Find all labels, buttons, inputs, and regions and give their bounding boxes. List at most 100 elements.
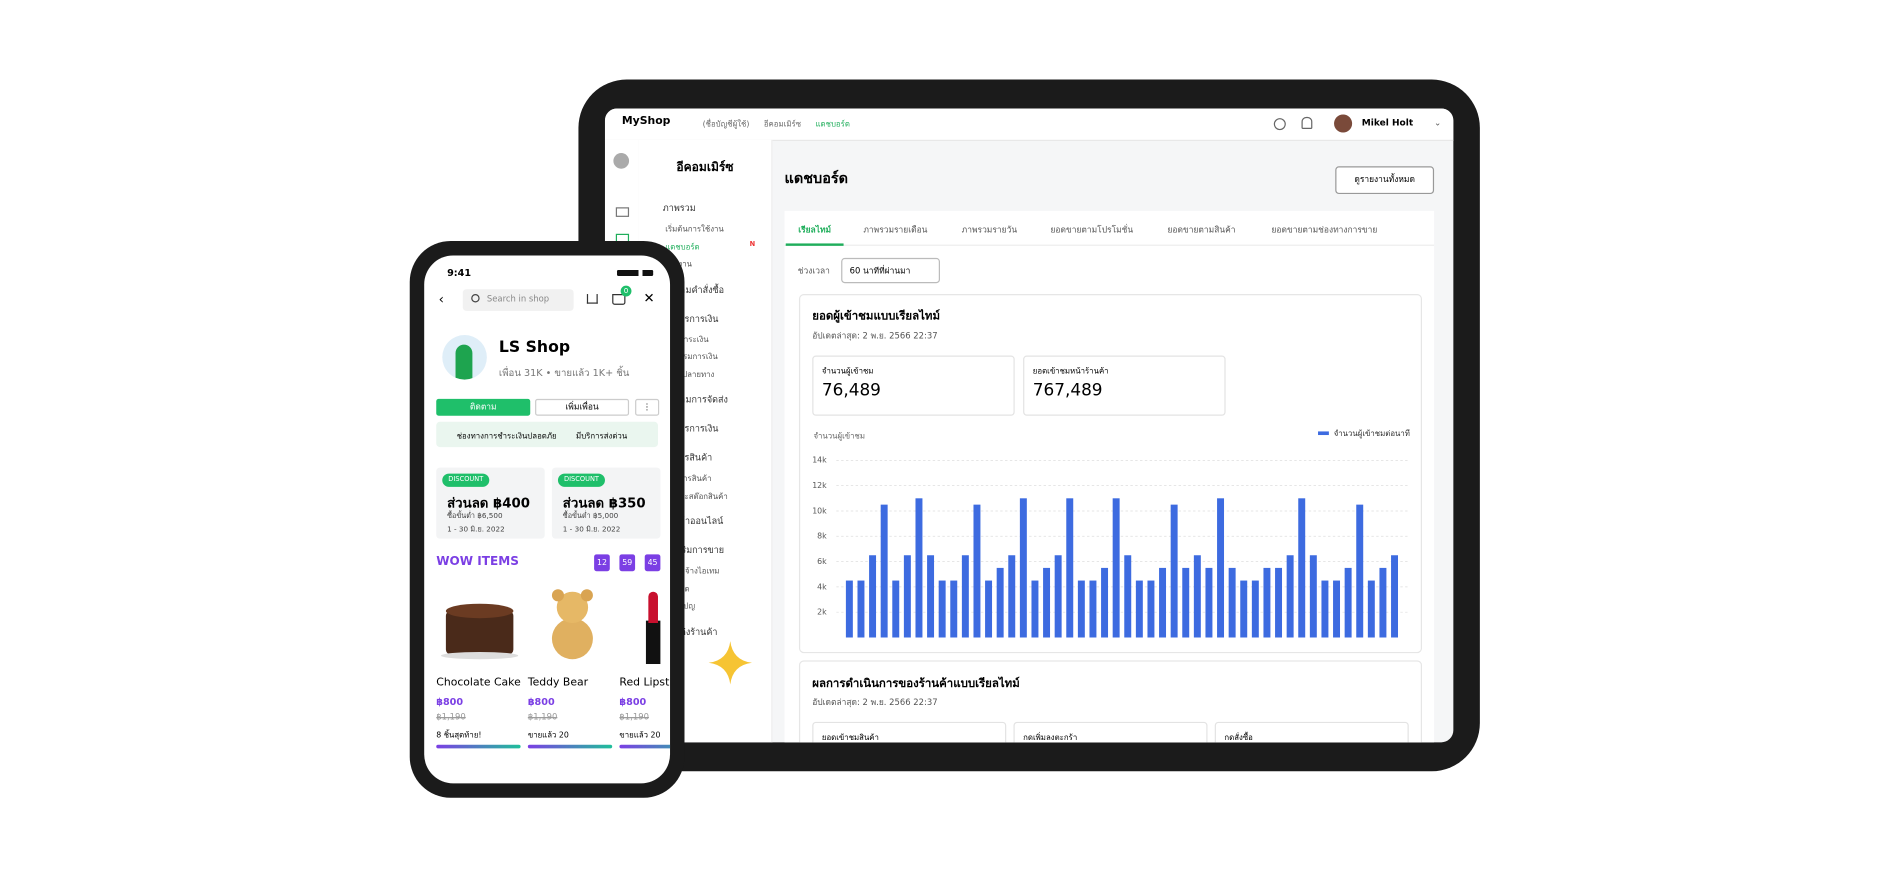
product-image[interactable]	[436, 584, 523, 666]
banner-text: มีบริการส่งด่วน	[576, 431, 628, 442]
sidebar-section[interactable]: จัดการสินค้า	[662, 451, 713, 463]
product-old-price: ฿1,190	[527, 712, 558, 722]
report-button[interactable]: ดูรายงานทั้งหมด	[1335, 166, 1435, 195]
sidebar-section[interactable]: ติดตามการจัดส่ง	[662, 394, 728, 405]
product-image[interactable]	[619, 584, 670, 666]
bar	[1240, 580, 1248, 638]
brand: MyShop	[621, 115, 671, 128]
coupon-title: ส่วนลด ฿350	[562, 495, 646, 511]
sidebar-section[interactable]: จัดการการเงิน	[662, 312, 719, 324]
sidebar-item[interactable]: สถานะสต๊อกสินค้า	[665, 491, 728, 501]
coupon-date: 1 - 30 มิ.ย. 2022	[562, 525, 621, 534]
close-button[interactable]: ✕	[643, 290, 655, 307]
bar	[950, 580, 958, 638]
bar	[1159, 567, 1167, 638]
tab[interactable]: ยอดขายตามโปรโมชั่น	[1050, 225, 1134, 235]
stat-box	[1013, 721, 1208, 743]
bar	[973, 504, 981, 638]
sidebar-section[interactable]: จัดการการเงิน	[662, 422, 719, 434]
bar	[927, 555, 935, 638]
sidebar-item[interactable]: รายการสินค้า	[665, 473, 712, 484]
sparkle	[708, 641, 752, 685]
bar	[1333, 580, 1341, 638]
period-label: ช่วงเวลา	[797, 266, 830, 276]
more-button[interactable]: ⋮	[635, 398, 660, 416]
product-price: ฿800	[619, 696, 647, 708]
card-title: ผลการดำเนินการของร้านค้าแบบเรียลไทม์	[812, 677, 1020, 691]
period-dropdown[interactable]: 60 นาทีที่ผ่านมา	[841, 257, 940, 284]
tab[interactable]: ยอดขายตามช่องทางการขาย	[1271, 225, 1378, 235]
y-tick-label: 6k	[817, 557, 827, 566]
follow-button[interactable]: ติดตาม	[436, 398, 531, 416]
product-old-price: ฿1,190	[619, 712, 649, 722]
sidebar-section[interactable]: ตกแต่งร้านค้า	[662, 626, 718, 637]
stat-value: 76,489	[821, 380, 881, 401]
breadcrumb-item[interactable]: (ชื่อบัญชีผู้ใช้)	[702, 119, 750, 129]
chevron[interactable]: ⌄	[1434, 118, 1442, 128]
product-art	[648, 591, 658, 624]
tab[interactable]: ภาพรวมรายเดือน	[863, 225, 928, 235]
bar	[1066, 498, 1074, 638]
bar	[1356, 504, 1364, 638]
bar	[961, 555, 969, 638]
coupon-badge: DISCOUNT	[557, 473, 605, 487]
sidebar-item[interactable]: เริ่มต้นการใช้งาน	[665, 224, 724, 234]
share-button[interactable]	[586, 294, 598, 304]
bell-icon[interactable]	[1301, 116, 1313, 129]
sidebar-section[interactable]: ติดตามคำสั่งซื้อ	[662, 283, 725, 295]
sidebar-item[interactable]: ธุรกรรมการเงิน	[665, 351, 718, 362]
y-axis-label: จำนวนผู้เข้าชม	[813, 431, 866, 442]
bar	[1043, 567, 1051, 638]
stat-label: จำนวนผู้เข้าชม	[821, 366, 874, 376]
sidebar-section[interactable]: ร้านค้าออนไลน์	[662, 515, 724, 527]
status-icons	[617, 269, 654, 276]
stat-box	[812, 721, 1007, 743]
cart-button[interactable]	[612, 294, 626, 305]
tab-underline	[785, 243, 844, 246]
progress-bar	[619, 744, 671, 749]
tab[interactable]: ยอดขายตามสินค้า	[1167, 225, 1236, 235]
add-friend-button[interactable]: เพิ่มเพื่อน	[535, 398, 630, 416]
bar	[1031, 580, 1039, 638]
sidebar-item[interactable]: แดชบอร์ด	[665, 241, 700, 252]
bar	[1170, 504, 1178, 638]
sidebar-item[interactable]: บัญชีปลายทาง	[665, 369, 715, 380]
shop-name: LS Shop	[498, 338, 571, 357]
bar	[1077, 580, 1085, 638]
y-tick-label: 4k	[817, 582, 827, 591]
product-name[interactable]: Chocolate Cake	[436, 677, 521, 690]
sidebar-section[interactable]: ภาพรวม	[662, 202, 696, 214]
cart-badge: 0	[620, 285, 632, 297]
progress-bar	[436, 744, 521, 749]
page-title: แดชบอร์ด	[784, 169, 849, 187]
bar	[938, 580, 946, 638]
coupon-badge: DISCOUNT	[442, 473, 490, 487]
info-icon[interactable]	[1273, 118, 1286, 131]
bar	[1217, 498, 1225, 638]
bar	[845, 580, 853, 638]
bar	[1309, 555, 1317, 638]
user-avatar[interactable]	[1334, 114, 1353, 133]
user-name[interactable]: Mikel Holt	[1361, 116, 1414, 128]
phone-screen: 9:41 ‹ Search in shop 0 ✕ LS Shop เพื่อน…	[424, 255, 671, 784]
bar	[1286, 555, 1294, 638]
product-image[interactable]	[528, 584, 615, 666]
search-placeholder: Search in shop	[486, 294, 550, 304]
search-box[interactable]: Search in shop	[462, 289, 574, 311]
stat-value: 767,489	[1032, 380, 1103, 401]
product-art	[580, 589, 593, 602]
product-name[interactable]: Red Lipstick	[619, 677, 670, 690]
product-art	[551, 618, 593, 660]
back-button[interactable]: ‹	[438, 291, 444, 308]
sidebar-item[interactable]: การชำระเงิน	[665, 334, 709, 345]
bar	[1205, 567, 1213, 638]
sidebar-item[interactable]: สินค้าจ้างไอเทม	[665, 566, 720, 577]
tab[interactable]: เรียลไทม์	[798, 225, 832, 235]
tab[interactable]: ภาพรวมรายวัน	[961, 225, 1018, 235]
product-art	[645, 620, 661, 665]
info-banner[interactable]: ช่องทางการชำระเงินปลอดภัย มีบริการส่งด่ว…	[436, 421, 658, 448]
sidebar-section[interactable]: ส่งเสริมการขาย	[662, 544, 725, 556]
breadcrumb-item[interactable]: อีคอมเมิร์ซ	[763, 119, 802, 129]
card-updated: อัปเดตล่าสุด: 2 พ.ย. 2566 22:37	[812, 697, 938, 708]
product-name[interactable]: Teddy Bear	[527, 677, 589, 690]
